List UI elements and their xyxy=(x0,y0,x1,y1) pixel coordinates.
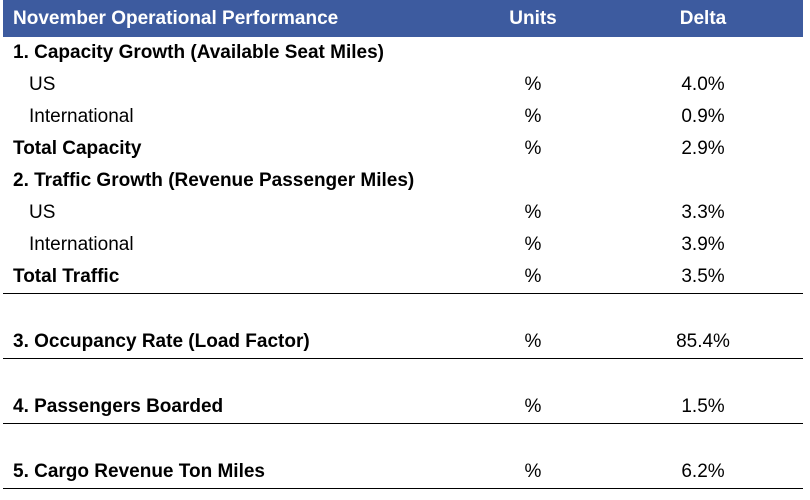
table-row-occupancy-rate: 3. Occupancy Rate (Load Factor) % 85.4% xyxy=(3,326,803,359)
row-label: US xyxy=(29,202,56,223)
row-units: % xyxy=(524,266,542,287)
row-delta: 0.9% xyxy=(681,106,725,127)
row-spacer xyxy=(3,359,803,391)
row-units: % xyxy=(524,106,542,127)
table-row-traffic-us: US % 3.3% xyxy=(3,197,803,229)
row-units: % xyxy=(524,202,542,223)
row-delta: 3.3% xyxy=(681,202,725,223)
section-capacity-growth: 1. Capacity Growth (Available Seat Miles… xyxy=(3,37,803,69)
row-units: % xyxy=(524,234,542,255)
table-row-capacity-us: US % 4.0% xyxy=(3,69,803,101)
table-row-passengers-boarded: 4. Passengers Boarded % 1.5% xyxy=(3,391,803,424)
row-units: % xyxy=(524,331,542,352)
row-units: % xyxy=(524,74,542,95)
row-units: % xyxy=(524,461,542,482)
row-delta: 3.5% xyxy=(681,266,725,287)
header-title: November Operational Performance xyxy=(13,7,339,29)
section-traffic-growth: 2. Traffic Growth (Revenue Passenger Mil… xyxy=(3,165,803,197)
operational-performance-table: November Operational Performance Units D… xyxy=(3,0,803,489)
row-label: International xyxy=(29,234,134,255)
row-label: Total Traffic xyxy=(13,266,120,287)
row-label: 5. Cargo Revenue Ton Miles xyxy=(13,461,265,482)
row-delta: 1.5% xyxy=(681,396,725,417)
row-label: US xyxy=(29,74,56,95)
row-delta: 85.4% xyxy=(676,331,730,352)
row-spacer xyxy=(3,424,803,456)
row-delta: 3.9% xyxy=(681,234,725,255)
row-delta: 2.9% xyxy=(681,138,725,159)
row-units: % xyxy=(524,396,542,417)
row-label: International xyxy=(29,106,134,127)
row-label: 3. Occupancy Rate (Load Factor) xyxy=(13,331,310,352)
row-label: 1. Capacity Growth (Available Seat Miles… xyxy=(13,42,384,63)
row-label: Total Capacity xyxy=(13,138,142,159)
row-spacer xyxy=(3,294,803,326)
row-delta: 4.0% xyxy=(681,74,725,95)
table-row-traffic-international: International % 3.9% xyxy=(3,229,803,261)
row-units: % xyxy=(524,138,542,159)
table-header: November Operational Performance Units D… xyxy=(3,0,803,37)
row-label: 2. Traffic Growth (Revenue Passenger Mil… xyxy=(13,170,415,191)
row-label: 4. Passengers Boarded xyxy=(13,396,224,417)
table-row-total-traffic: Total Traffic % 3.5% xyxy=(3,261,803,294)
table-row-cargo-revenue: 5. Cargo Revenue Ton Miles % 6.2% xyxy=(3,456,803,489)
table-row-total-capacity: Total Capacity % 2.9% xyxy=(3,133,803,165)
header-delta: Delta xyxy=(679,7,727,29)
header-units: Units xyxy=(509,7,557,29)
table-row-capacity-international: International % 0.9% xyxy=(3,101,803,133)
row-delta: 6.2% xyxy=(681,461,725,482)
